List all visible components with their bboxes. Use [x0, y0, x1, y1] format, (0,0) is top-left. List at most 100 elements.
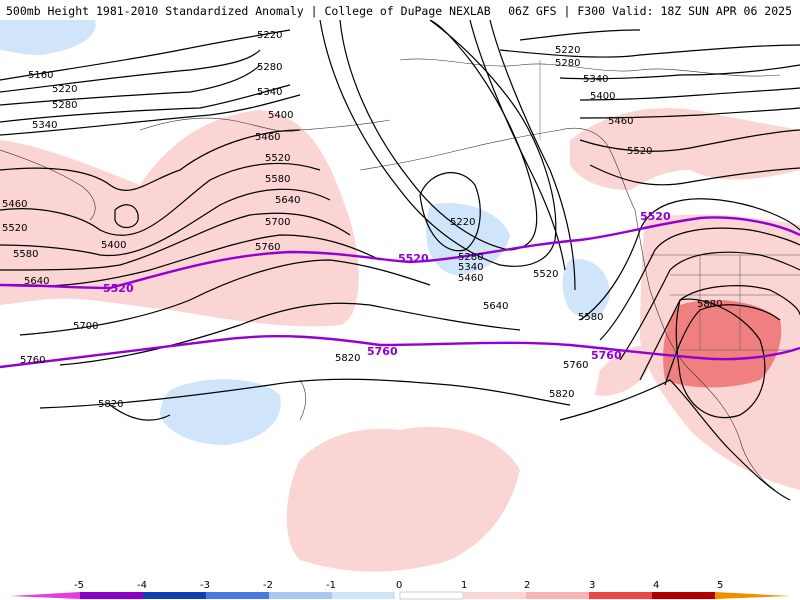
height-contours	[0, 20, 800, 501]
contour-line	[579, 198, 800, 321]
highlight-contours	[0, 216, 800, 369]
positive-anomaly-region	[286, 426, 520, 572]
colorbar-swatches	[10, 591, 790, 600]
contour-label: 5400	[268, 110, 293, 121]
colorbar-swatch-pos2	[589, 592, 652, 599]
contour-line	[489, 20, 576, 291]
contour-line	[0, 188, 331, 257]
contour-line	[0, 94, 301, 136]
contour-label: 5280	[257, 62, 282, 73]
contour-line	[0, 29, 291, 81]
contour-line	[519, 29, 641, 41]
contour-label: 5220	[52, 84, 77, 95]
colorbar-swatch-neg05	[332, 592, 395, 599]
contour-label: 5340	[32, 120, 57, 131]
contour-line	[0, 162, 321, 236]
contour-line	[559, 64, 800, 80]
contour-label: 5520	[627, 146, 652, 157]
colorbar-tick: -3	[200, 580, 210, 591]
contour-label: 5280	[52, 100, 77, 111]
negative-anomaly-region	[0, 20, 96, 55]
colorbar-swatch-pos3	[652, 592, 715, 599]
model-run-info: 06Z GFS | F300 Valid: 18Z SUN APR 06 202…	[508, 4, 792, 18]
highlight-label: 5760	[367, 345, 398, 358]
contour-label: 5640	[24, 276, 49, 287]
contour-label: 5880	[697, 299, 722, 310]
contour-label: 5340	[583, 74, 608, 85]
contour-line	[499, 44, 800, 58]
colorbar-tick: 2	[524, 580, 530, 591]
contour-label: 5520	[2, 223, 27, 234]
contour-label: 5340	[257, 87, 282, 98]
contour-label: 5520	[265, 153, 290, 164]
contour-label: 5700	[73, 321, 98, 332]
contour-line	[0, 64, 261, 106]
contour-label: 5760	[255, 242, 280, 253]
colorbar: -5 -4 -3 -2 -1 0 1 2 3 4 5	[10, 580, 790, 600]
contour-label: 5460	[458, 273, 483, 284]
contour-label: 5520	[533, 269, 558, 280]
contour-label: 5700	[265, 217, 290, 228]
colorbar-swatch-neg5	[10, 592, 80, 599]
colorbar-tick: -5	[74, 580, 84, 591]
contour-label: 5220	[555, 45, 580, 56]
contour-label: 5760	[20, 355, 45, 366]
contour-label: 5220	[450, 217, 475, 228]
colorbar-tick: 5	[717, 580, 723, 591]
map-canvas: 5220 5280 5340 5400 5460 5520 5580 5640 …	[0, 20, 800, 576]
coastline	[0, 149, 96, 221]
coastline	[634, 209, 776, 491]
negative-anomaly-region	[426, 203, 510, 275]
colorbar-swatch-neg4	[80, 592, 143, 599]
contour-line	[319, 20, 557, 267]
colorbar-swatch-neg2	[206, 592, 269, 599]
highlight-labels: 5520 5520 5520 5760 5760	[103, 210, 671, 362]
colorbar-swatch-pos05	[463, 592, 526, 599]
contour-line	[0, 129, 301, 191]
contour-label: 5280	[555, 58, 580, 69]
colorbar-swatch-neg1	[269, 592, 332, 599]
contour-line	[579, 107, 800, 119]
coastline	[399, 58, 781, 77]
header: 500mb Height 1981-2010 Standardized Anom…	[0, 0, 800, 20]
coastline	[299, 379, 307, 421]
contour-line	[579, 87, 800, 101]
contour-line	[19, 259, 431, 336]
colorbar-swatch-pos1	[526, 592, 589, 599]
contour-label: 5460	[608, 116, 633, 127]
contour-line	[39, 378, 571, 409]
colorbar-tick: -1	[326, 580, 336, 591]
colorbar-swatch-zero	[399, 591, 464, 600]
colorbar-swatch-pos5	[715, 592, 790, 599]
contour-line	[0, 84, 291, 123]
contour-line	[589, 164, 800, 186]
chart-title: 500mb Height 1981-2010 Standardized Anom…	[6, 4, 491, 18]
contour-line	[664, 304, 781, 386]
highlight-5760-line	[0, 335, 800, 369]
contour-line	[579, 129, 800, 152]
contour-label: 5220	[257, 30, 282, 41]
contour-label: 5820	[98, 399, 123, 410]
contour-label: 5640	[483, 301, 508, 312]
contour-label: 5580	[265, 174, 290, 185]
contour-line	[109, 404, 171, 421]
contour-line	[639, 285, 800, 381]
highlight-5520-line	[0, 216, 800, 290]
contour-label: 5340	[458, 262, 483, 273]
colorbar-swatch-neg3	[143, 592, 206, 599]
contour-labels: 5220 5280 5340 5400 5460 5520 5580 5640 …	[2, 30, 722, 410]
contour-label: 5640	[275, 195, 300, 206]
colorbar-tick: 3	[589, 580, 595, 591]
colorbar-tick: -2	[263, 580, 273, 591]
contour-line	[559, 379, 791, 501]
contour-label: 5820	[335, 353, 360, 364]
contour-line	[675, 298, 766, 419]
contour-line	[114, 204, 139, 229]
highlight-label: 5760	[591, 349, 622, 362]
contour-line	[619, 251, 800, 361]
coastline	[359, 127, 636, 211]
contour-label: 5460	[2, 199, 27, 210]
highlight-label: 5520	[640, 210, 671, 223]
colorbar-tick: 0	[396, 580, 402, 591]
contour-label: 5460	[255, 132, 280, 143]
